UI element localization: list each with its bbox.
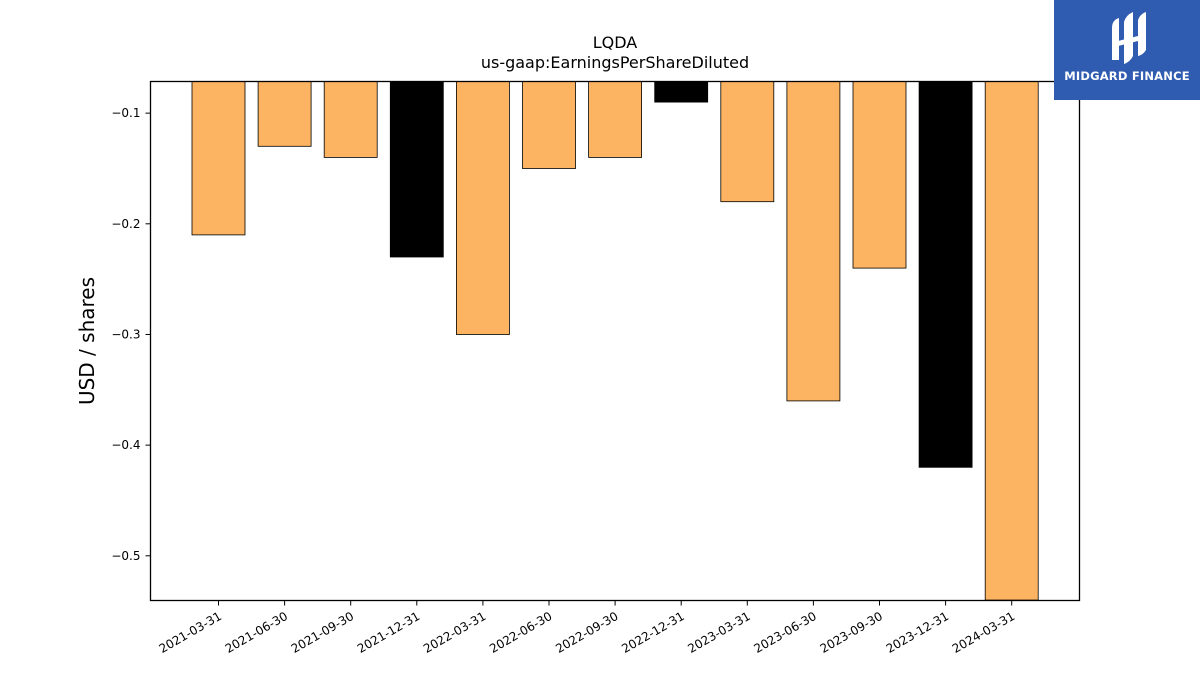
y-tick-label: −0.4: [111, 438, 140, 452]
x-tick-label: 2023-09-30: [818, 609, 885, 656]
bar-2022-03-31: [455, 81, 510, 335]
bars-group: [191, 81, 1039, 601]
bar-2021-12-31: [389, 81, 444, 258]
chart-subtitle: us-gaap:EarningsPerShareDiluted: [481, 53, 749, 72]
x-tick-label: 2024-03-31: [950, 609, 1017, 656]
x-tick-label: 2022-03-31: [421, 609, 488, 656]
bar-2022-12-31: [654, 81, 709, 103]
bar-2021-06-30: [257, 81, 312, 147]
chart-title: LQDA: [593, 33, 638, 52]
bar-2022-06-30: [522, 81, 576, 169]
bar-2021-03-31: [191, 81, 246, 236]
y-tick-label: −0.2: [111, 217, 140, 231]
x-axis-ticks: 2021-03-312021-06-302021-09-302021-12-31…: [157, 600, 1017, 656]
bar-2023-03-31: [720, 81, 775, 203]
plot-frame: [149, 80, 1081, 602]
bar-2022-09-30: [588, 81, 642, 158]
x-tick-label: 2021-06-30: [223, 609, 290, 656]
y-axis-ticks: −0.1 −0.2 −0.3 −0.4 −0.5: [111, 106, 151, 563]
x-tick-label: 2021-09-30: [289, 609, 356, 656]
x-tick-label: 2022-06-30: [487, 609, 554, 656]
x-tick-label: 2023-06-30: [751, 609, 818, 656]
midgard-logo-icon: [1112, 12, 1146, 64]
bar-2023-12-31: [918, 81, 973, 468]
x-tick-label: 2022-09-30: [553, 609, 620, 656]
bar-2023-06-30: [786, 81, 841, 402]
bar-2023-09-30: [852, 81, 907, 269]
y-tick-label: −0.5: [111, 549, 140, 563]
x-tick-label: 2021-03-31: [157, 609, 224, 656]
x-tick-label: 2022-12-31: [619, 609, 686, 656]
bar-2024-03-31: [984, 81, 1039, 601]
y-tick-label: −0.3: [111, 327, 140, 341]
y-tick-label: −0.1: [111, 106, 140, 120]
x-tick-label: 2023-12-31: [884, 609, 951, 656]
y-axis-label: USD / shares: [75, 277, 99, 405]
brand-name: MIDGARD FINANCE: [1064, 69, 1190, 83]
midgard-finance-logo: MIDGARD FINANCE: [1054, 0, 1200, 100]
x-tick-label: 2021-12-31: [355, 609, 422, 656]
bar-2021-09-30: [323, 81, 378, 158]
x-tick-label: 2023-03-31: [685, 609, 752, 656]
